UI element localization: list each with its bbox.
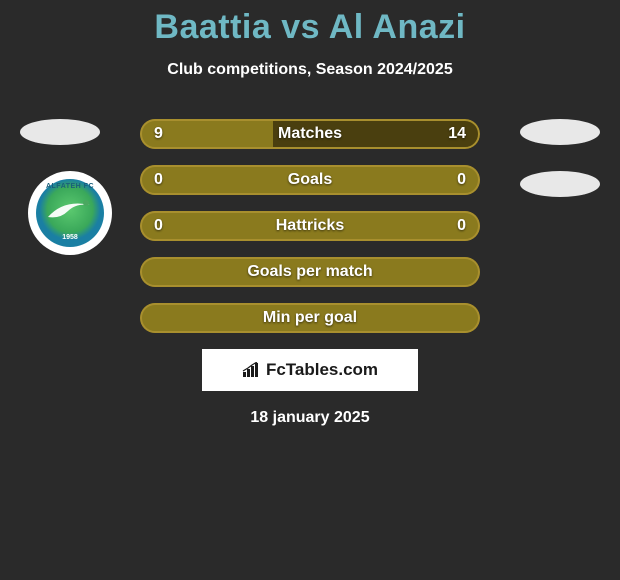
title-vs: vs [281, 8, 320, 46]
stat-bar: Goals per match [140, 257, 480, 287]
stat-bar-label: Min per goal [140, 309, 480, 327]
stat-bar-label: Hattricks [140, 217, 480, 235]
stat-bar: 00Hattricks [140, 211, 480, 241]
watermark-text: FcTables.com [266, 360, 378, 380]
watermark: FcTables.com [202, 349, 418, 391]
title-player2: Al Anazi [329, 8, 466, 46]
player2-placeholder-icon [520, 119, 600, 145]
club-badge-year: 1958 [36, 234, 104, 241]
club-badge-graphic: ALFATEH FC 1958 [36, 179, 104, 247]
date-label: 18 january 2025 [0, 409, 620, 427]
stats-area: ALFATEH FC 1958 914Matches 00Goals 00Hattr… [0, 119, 620, 333]
player2-club-placeholder-icon [520, 171, 600, 197]
stat-bar: 00Goals [140, 165, 480, 195]
club-badge-swoosh-icon [46, 197, 94, 225]
club-badge-name: ALFATEH FC [36, 183, 104, 190]
infographic-container: Baattia vs Al Anazi Club competitions, S… [0, 0, 620, 580]
stat-bar: 914Matches [140, 119, 480, 149]
stat-bar-label: Goals per match [140, 263, 480, 281]
title-player1: Baattia [154, 8, 271, 46]
subtitle: Club competitions, Season 2024/2025 [0, 61, 620, 79]
watermark-chart-icon [242, 362, 262, 378]
page-title: Baattia vs Al Anazi [0, 0, 620, 47]
player1-placeholder-icon [20, 119, 100, 145]
stat-bar: Min per goal [140, 303, 480, 333]
stat-bar-label: Goals [140, 171, 480, 189]
player1-club-badge: ALFATEH FC 1958 [28, 171, 112, 255]
stat-bar-label: Matches [140, 125, 480, 143]
stat-bars: 914Matches 00Goals 00Hattricks Goals per ma… [140, 119, 480, 333]
